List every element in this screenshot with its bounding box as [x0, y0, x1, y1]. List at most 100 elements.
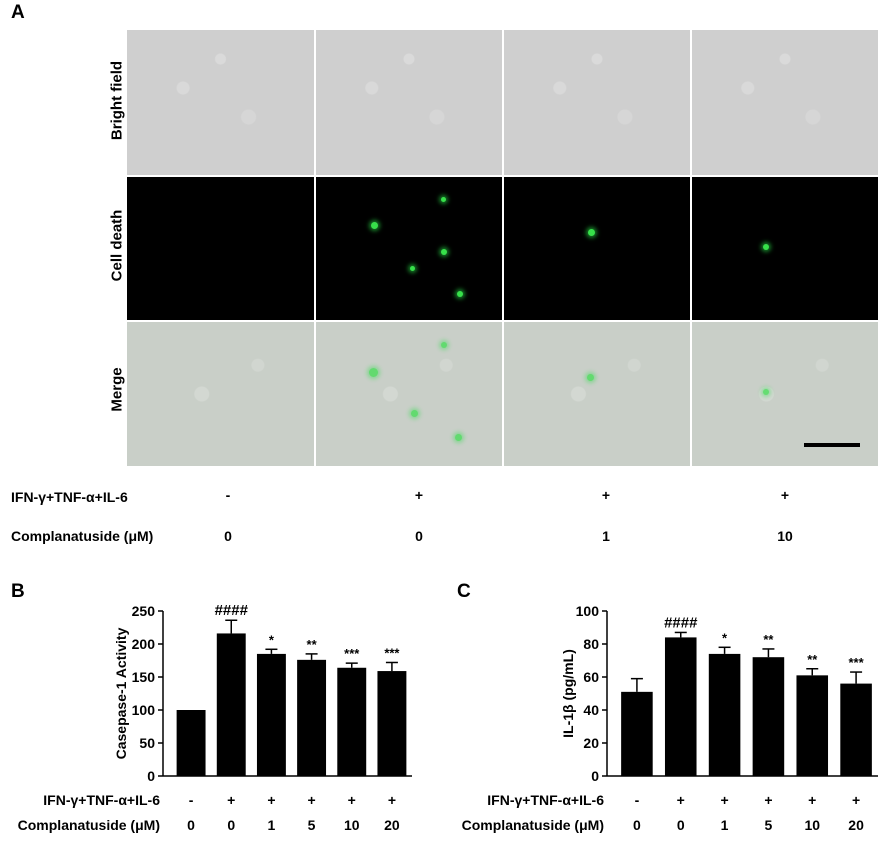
bar — [377, 671, 407, 776]
y-tick-label: 250 — [132, 603, 156, 619]
significance-marker: ** — [307, 637, 318, 652]
condition-value-cytokines: + — [852, 792, 860, 808]
micrograph-cell-death-10um — [692, 177, 878, 320]
micrograph-bright-field-10um — [692, 30, 878, 175]
scale-bar — [804, 443, 860, 447]
condition-label-cytokines: IFN-γ+TNF-α+IL-6 — [43, 792, 160, 808]
condition-value-cytokines: + — [348, 792, 356, 808]
micrograph-merge-cytokine — [316, 322, 502, 466]
condition-value-complanatuside: 0 — [187, 817, 195, 833]
dead-cell-marker — [441, 197, 446, 202]
treatment-label-cytokines: IFN-γ+TNF-α+IL-6 — [11, 489, 128, 505]
panel-a-letter: A — [11, 2, 25, 23]
condition-label-cytokines: IFN-γ+TNF-α+IL-6 — [487, 792, 604, 808]
bar — [256, 653, 286, 776]
significance-marker: * — [722, 630, 728, 645]
significance-marker: ** — [807, 652, 818, 667]
condition-value-cytokines: - — [189, 792, 194, 808]
dead-cell-marker — [587, 374, 594, 381]
dead-cell-marker — [457, 291, 463, 297]
treatment-value: + — [414, 487, 424, 503]
micrograph-bright-field-control — [127, 30, 314, 175]
condition-label-complanatuside: Complanatuside (μM) — [18, 817, 160, 833]
dead-cell-marker — [763, 389, 769, 395]
bar — [840, 683, 872, 776]
condition-value-complanatuside: 10 — [344, 817, 360, 833]
row-label-merge: Merge — [108, 367, 126, 412]
y-tick-label: 50 — [139, 735, 155, 751]
condition-value-cytokines: + — [307, 792, 315, 808]
treatment-value: + — [601, 487, 611, 503]
treatment-value: 1 — [602, 528, 610, 544]
significance-marker: * — [269, 632, 275, 647]
bar — [621, 691, 653, 776]
condition-value-complanatuside: 5 — [308, 817, 316, 833]
micrograph-bright-field-cytokine — [316, 30, 502, 175]
condition-value-complanatuside: 1 — [268, 817, 276, 833]
micrograph-merge-1um — [504, 322, 690, 466]
condition-value-cytokines: + — [808, 792, 816, 808]
dead-cell-marker — [588, 229, 595, 236]
y-tick-label: 100 — [132, 702, 156, 718]
y-tick-label: 20 — [583, 735, 599, 751]
condition-value-cytokines: + — [764, 792, 772, 808]
significance-marker: #### — [215, 602, 249, 619]
dead-cell-marker — [410, 266, 415, 271]
condition-value-complanatuside: 20 — [384, 817, 400, 833]
treatment-value: 10 — [777, 528, 793, 544]
dead-cell-marker — [371, 222, 378, 229]
dead-cell-marker — [455, 434, 462, 441]
chart-il1b: 0 20 40 60 80 100 IL-1β (pg/mL) - 0 #### +0 * +1 ** +5… — [462, 603, 878, 833]
treatment-value: - — [225, 487, 231, 503]
significance-marker: *** — [384, 645, 400, 660]
condition-value-complanatuside: 20 — [848, 817, 864, 833]
significance-marker: *** — [848, 655, 864, 670]
dead-cell-marker — [441, 342, 447, 348]
y-tick-label: 60 — [583, 669, 599, 685]
condition-value-cytokines: + — [267, 792, 275, 808]
panel-c-letter: C — [457, 581, 471, 602]
y-axis-label: IL-1β (pg/mL) — [560, 649, 576, 738]
condition-value-complanatuside: 0 — [633, 817, 641, 833]
y-tick-label: 150 — [132, 669, 156, 685]
dead-cell-marker — [369, 368, 378, 377]
bar — [297, 659, 327, 776]
treatment-value: 0 — [415, 528, 423, 544]
condition-value-complanatuside: 1 — [721, 817, 729, 833]
treatment-value: 0 — [224, 528, 232, 544]
dead-cell-marker — [411, 410, 418, 417]
bar — [664, 637, 697, 776]
condition-value-complanatuside: 5 — [765, 817, 773, 833]
micrograph-cell-death-cytokine — [316, 177, 502, 320]
condition-value-complanatuside: 0 — [227, 817, 235, 833]
panel-b-letter: B — [11, 581, 25, 602]
micrograph-merge-control — [127, 322, 314, 466]
y-tick-label: 80 — [583, 636, 599, 652]
treatment-label-complanatuside: Complanatuside (μM) — [11, 528, 154, 544]
dead-cell-marker — [441, 249, 447, 255]
condition-value-complanatuside: 10 — [804, 817, 820, 833]
bar — [796, 675, 829, 776]
bar — [708, 653, 741, 776]
bar — [176, 710, 206, 776]
micrograph-bright-field-1um — [504, 30, 690, 175]
y-tick-label: 100 — [576, 603, 600, 619]
bar — [752, 657, 785, 776]
significance-marker: *** — [344, 646, 360, 661]
micrograph-merge-10um — [692, 322, 878, 466]
row-label-cell-death: Cell death — [108, 209, 126, 282]
treatment-value: + — [780, 487, 790, 503]
condition-value-cytokines: + — [677, 792, 685, 808]
condition-value-cytokines: + — [227, 792, 235, 808]
significance-marker: #### — [664, 614, 698, 631]
y-tick-label: 0 — [591, 768, 599, 784]
bar — [216, 633, 246, 776]
micrograph-cell-death-1um — [504, 177, 690, 320]
significance-marker: ** — [763, 632, 774, 647]
micrograph-cell-death-control — [127, 177, 314, 320]
dead-cell-marker — [763, 244, 769, 250]
bar — [337, 667, 367, 776]
row-label-bright-field: Bright field — [108, 60, 126, 141]
y-axis-label: Casepase-1 Activity — [113, 627, 129, 759]
